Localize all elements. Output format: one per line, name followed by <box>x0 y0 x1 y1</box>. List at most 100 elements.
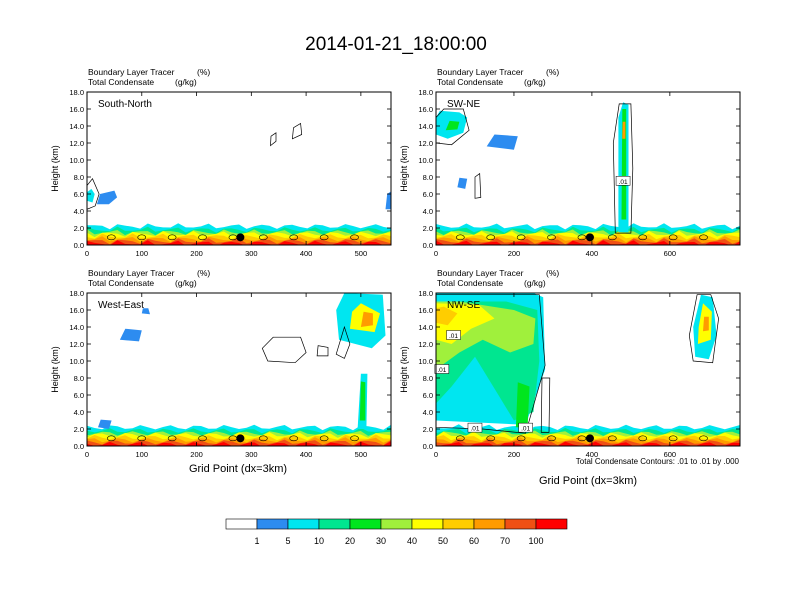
condensate-contour <box>319 234 329 241</box>
contour-label: .01 <box>619 179 628 186</box>
y-tick-label: 16.0 <box>69 306 84 315</box>
y-tick-label: 10.0 <box>69 156 84 165</box>
contour-label: .01 <box>470 426 479 433</box>
tracer-region <box>87 188 95 203</box>
tracer-band <box>436 240 740 245</box>
y-tick-label: 14.0 <box>69 122 84 131</box>
tracer-region <box>360 311 373 327</box>
header-condensate: Total Condensate <box>88 278 154 288</box>
x-tick-label: 500 <box>355 249 368 258</box>
y-tick-label: 4.0 <box>423 207 433 216</box>
x-tick-label: 0 <box>85 450 89 459</box>
colorbar-label: 40 <box>407 536 417 546</box>
condensate-contour <box>668 234 678 241</box>
header-tracer-unit: (%) <box>197 268 210 278</box>
colorbar-swatch <box>225 518 258 530</box>
y-tick-label: 6.0 <box>423 190 433 199</box>
y-tick-label: 6.0 <box>74 190 84 199</box>
location-marker <box>236 233 245 242</box>
contour-label: .01 <box>449 333 458 340</box>
x-tick-label: 400 <box>586 249 599 258</box>
y-tick-label: 0.0 <box>74 442 84 451</box>
x-tick-label: 400 <box>586 450 599 459</box>
condensate-contour <box>436 108 470 146</box>
y-tick-label: 6.0 <box>423 391 433 400</box>
colorbar-label: 30 <box>376 536 386 546</box>
condensate-contour <box>474 172 482 199</box>
colorbar: 1 5 10 20 30 40 50 60 70 100 <box>225 518 568 546</box>
panel-south-north: Boundary Layer Tracer (%) Total Condensate… <box>50 67 392 258</box>
y-tick-label: 8.0 <box>74 173 84 182</box>
x-tick-label: 200 <box>190 450 203 459</box>
condensate-contour <box>699 234 708 241</box>
x-tick-label: 100 <box>136 249 149 258</box>
y-tick-label: 14.0 <box>418 323 433 332</box>
y-tick-label: 16.0 <box>418 105 433 114</box>
location-marker <box>236 434 245 443</box>
x-tick-label: 200 <box>190 249 203 258</box>
condensate-contour <box>316 345 329 357</box>
x-axis-label-right: Grid Point (dx=3km) <box>539 475 637 487</box>
condensate-contour <box>612 103 634 234</box>
condensate-contour <box>668 435 678 442</box>
header-condensate: Total Condensate <box>437 77 503 87</box>
header-tracer-unit: (%) <box>546 268 559 278</box>
condensate-contour <box>167 234 177 241</box>
x-tick-label: 200 <box>508 450 521 459</box>
plot-frame <box>86 292 392 447</box>
contour-label-box <box>615 176 631 186</box>
plot-background <box>87 92 391 245</box>
condensate-contour <box>137 234 147 241</box>
plot-frame <box>86 91 392 246</box>
condensate-contour <box>540 377 551 433</box>
tracer-band <box>436 441 740 446</box>
condensate-contour <box>319 435 329 442</box>
colorbar-label: 70 <box>500 536 510 546</box>
contour-label: .01 <box>437 367 446 374</box>
colorbar-label: 5 <box>285 536 290 546</box>
y-tick-label: 18.0 <box>69 88 84 97</box>
colorbar-swatch <box>535 518 568 530</box>
y-tick-label: 8.0 <box>423 173 433 182</box>
y-tick-label: 2.0 <box>423 425 433 434</box>
condensate-contour <box>486 234 496 241</box>
y-tick-label: 12.0 <box>418 139 433 148</box>
colorbar-swatch <box>380 518 413 530</box>
x-tick-label: 300 <box>245 249 258 258</box>
y-tick-label: 0.0 <box>423 442 433 451</box>
y-tick-label: 4.0 <box>74 207 84 216</box>
tracer-region <box>622 121 626 139</box>
condensate-contour <box>167 435 177 442</box>
header-condensate-unit: (g/kg) <box>524 77 546 87</box>
tracer-region <box>385 191 391 210</box>
y-tick-label: 10.0 <box>418 156 433 165</box>
y-tick-label: 10.0 <box>418 357 433 366</box>
condensate-contour <box>688 294 719 364</box>
figure-title: 2014-01-21_18:00:00 <box>305 34 487 55</box>
y-tick-label: 12.0 <box>69 340 84 349</box>
x-tick-label: 300 <box>245 450 258 459</box>
y-tick-label: 8.0 <box>74 374 84 383</box>
condensate-contour <box>516 435 526 442</box>
panel-name: SW-NE <box>447 99 480 110</box>
y-tick-label: 18.0 <box>69 289 84 298</box>
condensate-contour <box>335 325 351 359</box>
condensate-contour <box>270 132 277 147</box>
header-tracer: Boundary Layer Tracer <box>437 268 524 278</box>
colorbar-label: 100 <box>528 536 543 546</box>
x-tick-label: 0 <box>85 249 89 258</box>
y-axis-label: Height (km) <box>399 346 409 393</box>
colorbar-label: 1 <box>254 536 259 546</box>
condensate-contour <box>638 234 648 241</box>
colorbar-swatch <box>287 518 320 530</box>
x-tick-label: 400 <box>300 249 313 258</box>
condensate-contour <box>107 234 116 241</box>
x-tick-label: 600 <box>664 450 677 459</box>
condensate-contour <box>291 122 303 140</box>
colorbar-swatch <box>473 518 506 530</box>
y-tick-label: 0.0 <box>423 241 433 250</box>
x-tick-label: 100 <box>136 450 149 459</box>
plot-background <box>436 92 740 245</box>
condensate-contour <box>456 435 465 442</box>
condensate-contour <box>436 294 546 434</box>
